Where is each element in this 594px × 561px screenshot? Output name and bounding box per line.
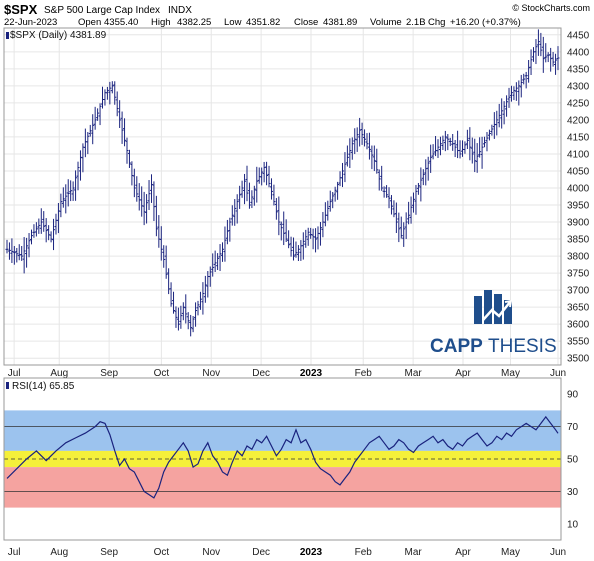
price-y-tick-label: 4300 — [567, 81, 590, 92]
rsi-y-axis: 10 30 50 70 90 — [567, 390, 579, 531]
rsi-x-tick-label: Oct — [154, 547, 170, 558]
rsi-x-tick-label: Sep — [100, 547, 118, 558]
price-x-tick-label: Mar — [405, 368, 423, 379]
rsi-y-tick-label: 10 — [567, 519, 579, 530]
rsi-x-tick-label: Dec — [252, 547, 270, 558]
rsi-y-tick-label: 90 — [567, 390, 579, 401]
price-x-tick-label: Jun — [550, 368, 566, 379]
price-x-tick-label: Nov — [202, 368, 220, 379]
price-y-tick-label: 3850 — [567, 235, 590, 246]
price-y-tick-label: 4250 — [567, 98, 590, 109]
rsi-x-tick-label: Feb — [355, 547, 373, 558]
price-y-tick-label: 3900 — [567, 218, 590, 229]
price-y-tick-label: 3550 — [567, 337, 590, 348]
capp-thesis-logo: CAPP THESIS — [430, 290, 557, 357]
rsi-line — [6, 415, 559, 499]
price-x-tick-label: May — [501, 368, 520, 379]
price-y-tick-label: 4150 — [567, 132, 590, 143]
price-x-tick-label: Dec — [252, 368, 270, 379]
price-legend: $SPX (Daily) 4381.89 — [10, 30, 107, 41]
rsi-panel-frame — [3, 377, 562, 541]
rsi-x-axis: Jul Aug Sep Oct Nov Dec 2023 Feb Mar Apr May Jun — [8, 547, 566, 558]
price-x-tick-label: Feb — [355, 368, 373, 379]
price-y-tick-label: 3600 — [567, 320, 590, 331]
price-y-tick-label: 3700 — [567, 286, 590, 297]
volume-label: Volume — [370, 17, 402, 28]
price-y-tick-label: 3750 — [567, 269, 590, 280]
close-label: Close — [294, 17, 318, 28]
price-y-tick-label: 4000 — [567, 183, 590, 194]
high-label: High — [151, 17, 171, 28]
chg-value: +16.20 (+0.37%) — [450, 17, 521, 28]
price-y-tick-label: 3800 — [567, 252, 590, 263]
price-y-axis: 3500 3550 3600 3650 3700 3750 3800 3850 3900 3950… — [567, 30, 590, 364]
rsi-x-tick-label: Jun — [550, 547, 566, 558]
rsi-y-tick-label: 50 — [567, 455, 579, 466]
rsi-x-tick-label: Mar — [405, 547, 423, 558]
price-x-tick-label: 2023 — [300, 368, 323, 379]
price-panel-frame — [3, 27, 562, 366]
price-bars — [5, 29, 560, 337]
rsi-bands — [4, 410, 561, 508]
rsi-band-overbought — [4, 410, 561, 451]
price-y-tick-label: 3950 — [567, 201, 590, 212]
rsi-legend: RSI(14) 65.85 — [12, 381, 75, 392]
rsi-x-tick-label: Apr — [455, 547, 471, 558]
chg-label: Chg — [428, 17, 445, 28]
exchange: INDX — [168, 5, 192, 16]
index-name: S&P 500 Large Cap Index — [44, 5, 160, 16]
price-y-tick-label: 3650 — [567, 303, 590, 314]
open-value: 4355.40 — [104, 17, 138, 28]
price-y-tick-label: 4100 — [567, 149, 590, 160]
low-label: Low — [224, 17, 242, 28]
price-x-tick-label: Sep — [100, 368, 118, 379]
open-label: Open — [78, 17, 101, 28]
rsi-y-tick-label: 30 — [567, 487, 579, 498]
high-value: 4382.25 — [177, 17, 211, 28]
quote-date: 22-Jun-2023 — [4, 17, 57, 28]
logo-text-capp: CAPP — [430, 336, 483, 357]
price-y-tick-label: 4200 — [567, 115, 590, 126]
rsi-band-oversold — [4, 467, 561, 508]
rsi-x-tick-label: Jul — [8, 547, 21, 558]
price-y-tick-label: 4050 — [567, 166, 590, 177]
price-x-axis: Jul Aug Sep Oct Nov Dec 2023 Feb Mar Apr May Jun — [8, 368, 566, 379]
price-x-tick-label: Jul — [8, 368, 21, 379]
price-y-tick-label: 3500 — [567, 354, 590, 365]
price-x-tick-label: Apr — [455, 368, 471, 379]
volume-value: 2.1B — [406, 17, 426, 28]
rsi-x-tick-label: 2023 — [300, 547, 323, 558]
price-grid — [4, 28, 561, 365]
rsi-x-tick-label: Aug — [50, 547, 68, 558]
rsi-x-tick-label: May — [501, 547, 520, 558]
price-x-tick-label: Aug — [50, 368, 68, 379]
low-value: 4351.82 — [246, 17, 280, 28]
price-y-tick-label: 4450 — [567, 30, 590, 41]
price-x-tick-label: Oct — [154, 368, 170, 379]
symbol: $SPX — [4, 2, 38, 17]
rsi-band-neutral — [4, 450, 561, 468]
price-y-tick-label: 4400 — [567, 47, 590, 58]
credit: © StockCharts.com — [512, 3, 590, 13]
rsi-x-tick-label: Nov — [202, 547, 220, 558]
rsi-levels — [4, 426, 561, 492]
price-y-tick-label: 4350 — [567, 64, 590, 75]
rsi-y-tick-label: 70 — [567, 422, 579, 433]
price-legend-swatch — [6, 32, 9, 39]
logo-text-thesis: THESIS — [488, 336, 557, 357]
close-value: 4381.89 — [323, 17, 357, 28]
rsi-legend-swatch — [6, 382, 9, 389]
